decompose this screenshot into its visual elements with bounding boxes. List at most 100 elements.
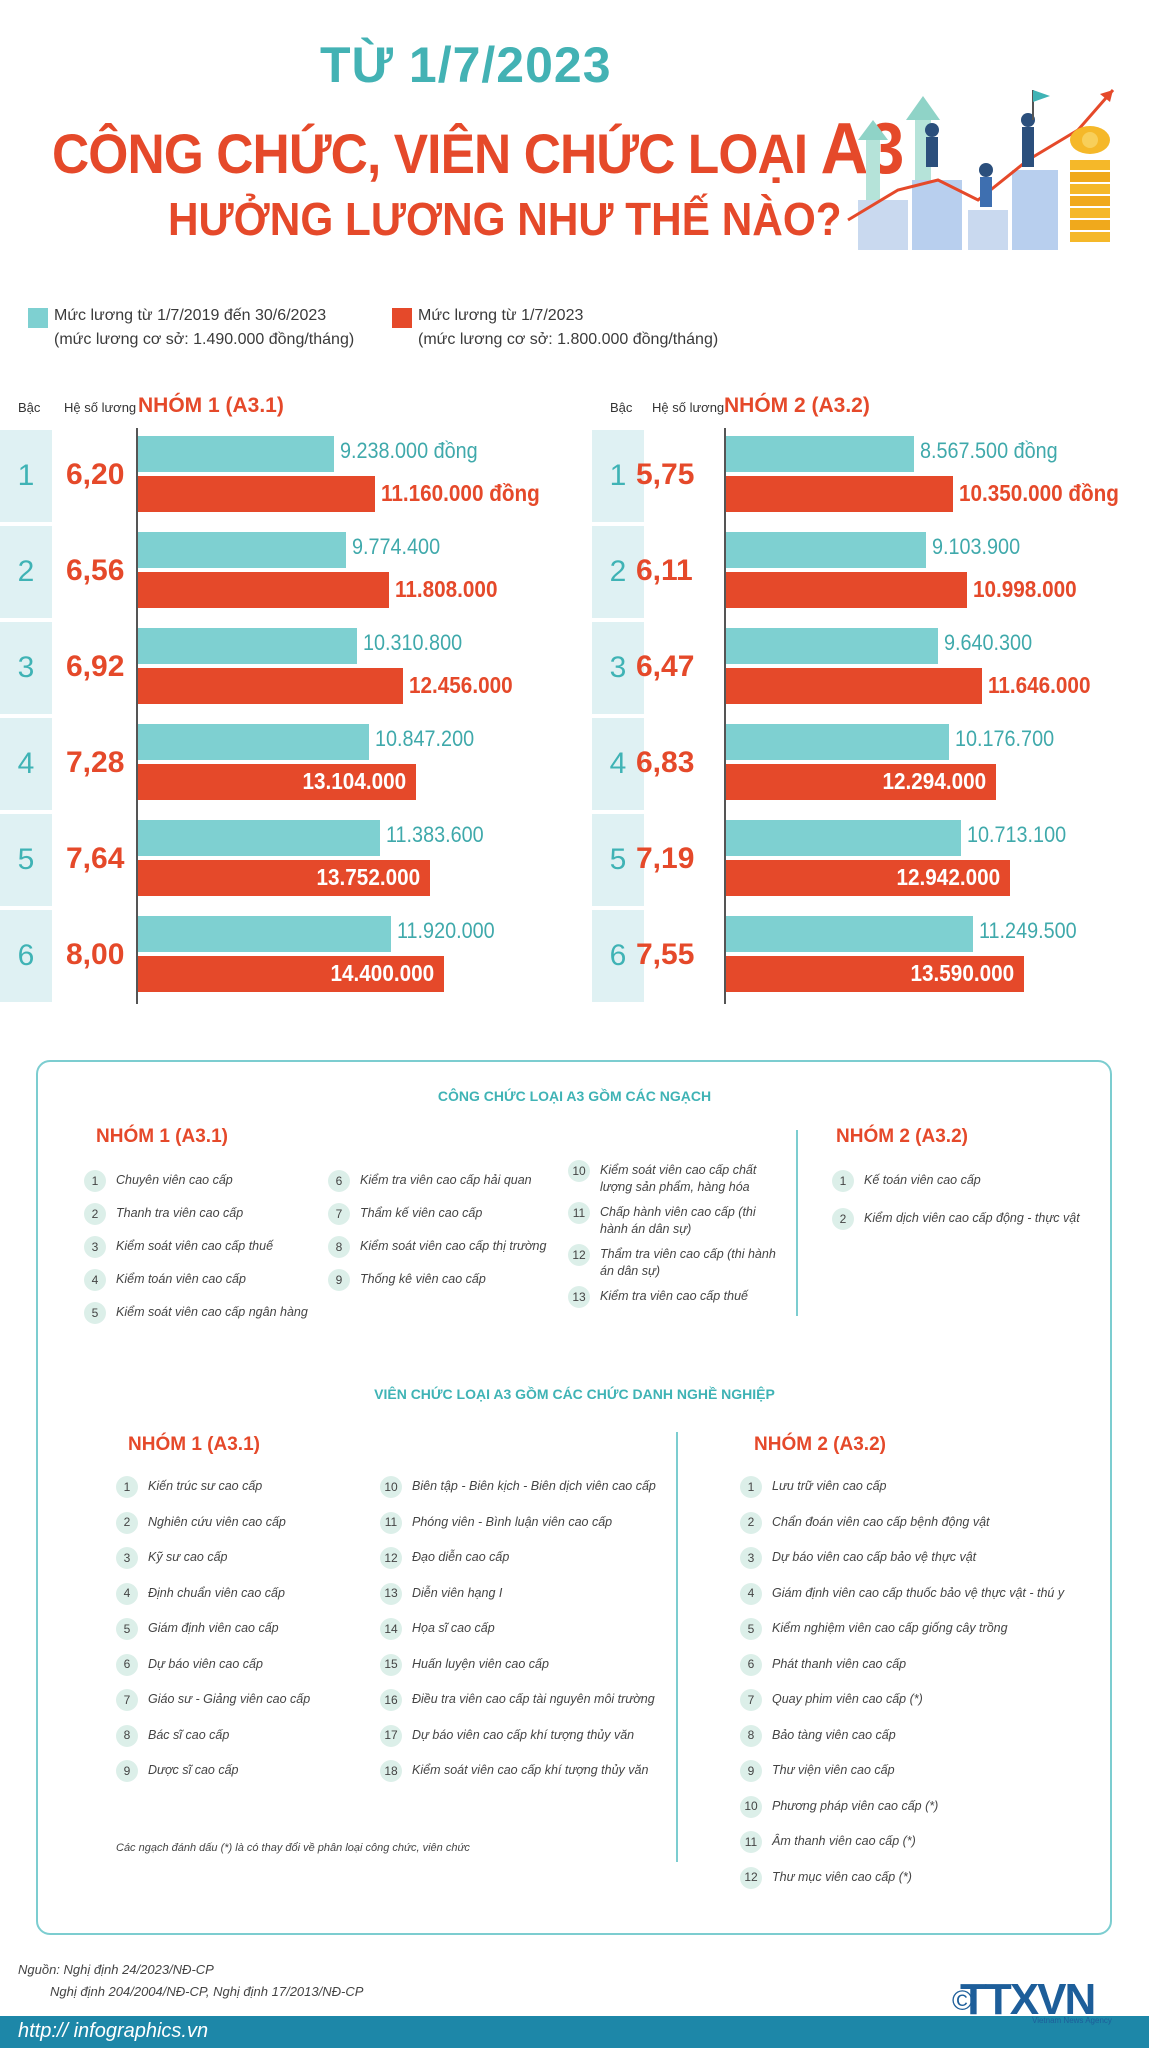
list-item: 16 Điều tra viên cao cấp tài nguyên môi t… [380, 1689, 670, 1711]
bar-new-salary [726, 956, 1024, 992]
growth-illustration [847, 89, 1115, 250]
ttxvn-logo-sub: Vietnam News Agency [1032, 2016, 1112, 2025]
bar-new-salary [138, 572, 389, 608]
item-number-badge: 1 [832, 1170, 854, 1192]
bar-old-salary [726, 628, 938, 664]
congchuc-g2-title: NHÓM 2 (A3.2) [836, 1126, 968, 1147]
item-text: Thư mục viên cao cấp (*) [772, 1869, 912, 1884]
bar-old-label: 10.713.100 [967, 822, 1067, 847]
legend-old-swatch [28, 308, 48, 328]
item-number-badge: 2 [116, 1511, 138, 1534]
item-number-badge: 1 [116, 1476, 138, 1498]
bar-new-salary [726, 572, 967, 608]
item-text: Định chuẩn viên cao cấp [148, 1585, 285, 1600]
bar-old-label: 9.774.400 [352, 534, 441, 559]
coefficient-label: 6,83 [636, 746, 695, 779]
item-text: Điều tra viên cao cấp tài nguyên môi trư… [412, 1692, 655, 1706]
list-item: 12 Thẩm tra viên cao cấp (thi hành án dân… [568, 1244, 778, 1280]
list-item: 9 Thống kê viên cao cấp [328, 1269, 558, 1291]
item-number-badge: 13 [568, 1286, 590, 1308]
list-item: 4 Định chuẩn viên cao cấp [116, 1582, 356, 1605]
item-text: Phương pháp viên cao cấp (*) [772, 1798, 939, 1813]
title-line-1: TỪ 1/7/2023 [320, 37, 612, 93]
list-item: 3 Kiểm soát viên cao cấp thuế [84, 1236, 314, 1258]
list-item: 2 Thanh tra viên cao cấp [84, 1203, 314, 1225]
bar-new-salary [726, 764, 996, 800]
rank-cell: 3 [0, 622, 52, 714]
item-text: Kiểm tra viên cao cấp hải quan [360, 1173, 532, 1187]
col-coef-head-2: Hệ số lương [652, 400, 725, 415]
item-number-badge: 4 [740, 1582, 762, 1605]
item-text: Kiểm soát viên cao cấp thuế [116, 1239, 274, 1253]
legend-new-sub: (mức lương cơ sở: 1.800.000 đồng/tháng) [418, 331, 719, 348]
item-number-badge: 10 [380, 1476, 402, 1498]
item-number-badge: 3 [84, 1236, 106, 1258]
item-text: Lưu trữ viên cao cấp [772, 1479, 887, 1493]
list-item: 8 Bảo tàng viên cao cấp [740, 1724, 1080, 1747]
bar-old-label: 9.238.000 đồng [340, 438, 478, 463]
list-item: 1 Chuyên viên cao cấp [84, 1170, 314, 1192]
list-item: 2 Kiểm dịch viên cao cấp động - thực vật [832, 1208, 1092, 1230]
item-number-badge: 6 [116, 1653, 138, 1676]
list-item: 2 Nghiên cứu viên cao cấp [116, 1511, 356, 1534]
list-item: 6 Dự báo viên cao cấp [116, 1653, 356, 1676]
item-text: Họa sĩ cao cấp [412, 1621, 495, 1635]
list-item: 8 Bác sĩ cao cấp [116, 1724, 356, 1747]
item-number-badge: 9 [740, 1760, 762, 1782]
list-item: 8 Kiểm soát viên cao cấp thị trường [328, 1236, 558, 1258]
item-text: Kiểm nghiệm viên cao cấp giống cây trồng [772, 1621, 1008, 1635]
item-text: Kiểm soát viên cao cấp khí tượng thủy vă… [412, 1763, 649, 1777]
list-item: 12 Đạo diễn cao cấp [380, 1547, 670, 1569]
list-item: 5 Kiểm soát viên cao cấp ngân hàng [84, 1302, 314, 1324]
bar-new-label: 12.942.000 [896, 864, 1000, 890]
item-text: Biên tập - Biên kịch - Biên dịch viên ca… [412, 1479, 656, 1493]
coefficient-label: 7,55 [636, 938, 695, 971]
item-number-badge: 6 [328, 1170, 350, 1192]
bar-new-salary [138, 860, 430, 896]
rank-cell: 3 [592, 622, 644, 714]
bar-new-label: 12.456.000 [409, 672, 513, 698]
item-number-badge: 11 [568, 1202, 590, 1224]
item-text: Kiểm soát viên cao cấp ngân hàng [116, 1305, 308, 1319]
item-text: Quay phim viên cao cấp (*) [772, 1692, 923, 1706]
item-number-badge: 3 [740, 1547, 762, 1569]
bar-old-salary [726, 820, 961, 856]
item-text: Kiểm soát viên cao cấp thị trường [360, 1239, 547, 1253]
bar-old-salary [726, 724, 949, 760]
item-number-badge: 2 [740, 1511, 762, 1534]
list-item: 9 Thư viện viên cao cấp [740, 1760, 1080, 1782]
list-item: 18 Kiểm soát viên cao cấp khí tượng thủy … [380, 1760, 670, 1782]
coefficient-label: 8,00 [66, 938, 125, 971]
item-number-badge: 16 [380, 1689, 402, 1711]
list-item: 13 Diễn viên hạng I [380, 1582, 670, 1605]
list-item: 11 Phóng viên - Bình luận viên cao cấp [380, 1511, 670, 1534]
item-text: Diễn viên hạng I [412, 1585, 503, 1600]
list-item: 17 Dự báo viên cao cấp khí tượng thủy văn [380, 1724, 670, 1747]
list-item: 14 Họa sĩ cao cấp [380, 1618, 670, 1640]
list-item: 4 Kiểm toán viên cao cấp [84, 1269, 314, 1291]
congchuc-divider [796, 1130, 798, 1316]
congchuc-g1-title: NHÓM 1 (A3.1) [96, 1126, 228, 1147]
item-number-badge: 2 [832, 1208, 854, 1230]
title-line-2-a3: A3 [820, 109, 905, 189]
title-line-2-main: CÔNG CHỨC, VIÊN CHỨC LOẠI [52, 122, 808, 185]
item-text: Bác sĩ cao cấp [148, 1727, 230, 1742]
list-item: 10 Biên tập - Biên kịch - Biên dịch viên … [380, 1476, 670, 1498]
footer-url-link[interactable]: http:// infographics.vn [18, 2020, 209, 2042]
item-number-badge: 1 [84, 1170, 106, 1192]
coefficient-label: 7,28 [66, 746, 125, 779]
chart-group-1: 1 6,20 9.238.000 đồng 11.160.000 đồng 2 6,56 9… [0, 428, 580, 1008]
vienchuc-g2-title: NHÓM 2 (A3.2) [754, 1434, 886, 1455]
list-item: 5 Kiểm nghiệm viên cao cấp giống cây trồn… [740, 1618, 1080, 1640]
legend-old-sub: (mức lương cơ sở: 1.490.000 đồng/tháng) [54, 331, 355, 348]
bar-new-label: 13.590.000 [910, 960, 1014, 986]
item-number-badge: 8 [328, 1236, 350, 1258]
item-text: Dự báo viên cao cấp bảo vệ thực vật [772, 1550, 977, 1564]
bar-new-salary [726, 476, 953, 512]
item-text: Dự báo viên cao cấp khí tượng thủy văn [412, 1727, 635, 1742]
coefficient-label: 7,19 [636, 842, 695, 875]
list-item: 1 Kế toán viên cao cấp [832, 1170, 1092, 1192]
bar-old-salary [726, 532, 926, 568]
chart1-title: NHÓM 1 (A3.1) [138, 394, 284, 417]
col-coef-head: Hệ số lương [64, 400, 137, 415]
